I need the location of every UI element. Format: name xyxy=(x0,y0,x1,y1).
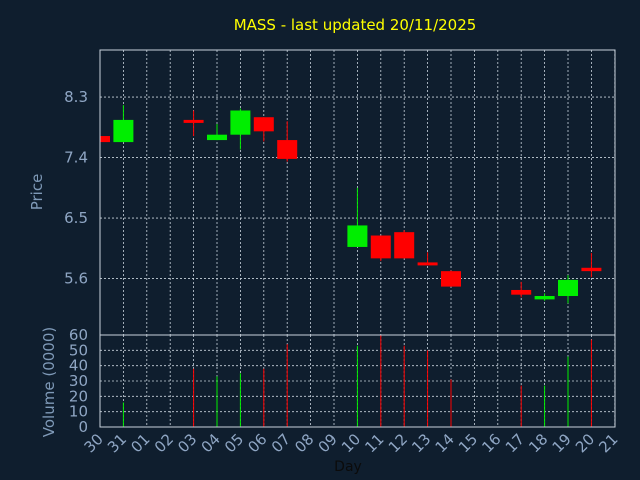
candles-layer xyxy=(99,105,602,304)
candle-body xyxy=(230,110,251,135)
day-tick-label: 18 xyxy=(525,430,551,456)
candle xyxy=(534,293,555,301)
volume-panel-frame xyxy=(99,334,616,428)
day-tick-label: 11 xyxy=(361,430,387,456)
candle-body xyxy=(207,134,227,141)
candle-body xyxy=(558,279,578,297)
day-tick-label: 15 xyxy=(455,430,481,456)
volume-tick-label: 60 xyxy=(69,326,88,344)
candle-body xyxy=(581,267,602,272)
day-tick-label: 01 xyxy=(127,430,153,456)
price-tick-labels: 8.3 7.4 6.5 5.6 xyxy=(64,88,88,287)
candle-body xyxy=(417,262,438,266)
price-grid xyxy=(100,50,616,335)
candle xyxy=(511,281,532,298)
candle-body xyxy=(511,289,532,295)
day-tick-label: 10 xyxy=(338,430,364,456)
price-tick-label: 8.3 xyxy=(64,88,88,106)
volume-tick-label: 40 xyxy=(69,357,88,375)
x-axis-label: Day xyxy=(334,459,362,475)
candle xyxy=(230,108,251,150)
day-tick-label: 21 xyxy=(595,430,621,456)
candle xyxy=(113,105,134,143)
volume-tick-label: 10 xyxy=(69,403,88,421)
day-tick-label: 19 xyxy=(549,430,575,456)
volume-tick-label: 50 xyxy=(69,341,88,359)
candle-body xyxy=(100,136,110,143)
chart-title: MASS - last updated 20/11/2025 xyxy=(234,16,477,34)
day-tick-label: 06 xyxy=(244,430,270,456)
candle xyxy=(394,230,415,259)
candle xyxy=(417,252,438,266)
day-tick-label: 12 xyxy=(385,430,411,456)
candle-body xyxy=(441,271,461,287)
volume-axis-label: Volume (0000) xyxy=(40,327,58,437)
day-tick-label: 20 xyxy=(572,430,598,456)
candle xyxy=(581,252,602,278)
candle xyxy=(99,136,110,143)
day-tick-label: 14 xyxy=(432,430,458,456)
candle-body xyxy=(277,140,298,159)
candle xyxy=(347,187,368,247)
candle xyxy=(207,123,227,141)
day-tick-label: 31 xyxy=(104,430,130,456)
volume-tick-label: 20 xyxy=(69,387,88,405)
price-tick-label: 7.4 xyxy=(64,149,88,167)
candle-body xyxy=(534,296,555,300)
day-tick-label: 13 xyxy=(408,430,434,456)
volume-bars-layer xyxy=(122,335,592,427)
candle-body xyxy=(370,235,391,259)
day-tick-label: 09 xyxy=(315,430,341,456)
price-tick-label: 6.5 xyxy=(64,209,88,227)
candle-body xyxy=(183,119,204,123)
day-tick-label: 03 xyxy=(174,430,200,456)
day-tick-label: 08 xyxy=(291,430,317,456)
candle-body xyxy=(253,117,274,132)
candle-body xyxy=(394,232,415,259)
candle xyxy=(441,270,461,287)
day-tick-label: 17 xyxy=(502,430,528,456)
day-tick-label: 02 xyxy=(151,430,177,456)
day-tick-labels: 3031010203040506070809101112131415161718… xyxy=(81,430,622,456)
candle-body xyxy=(113,119,134,143)
day-tick-label: 07 xyxy=(268,430,294,456)
volume-tick-label: 30 xyxy=(69,372,88,390)
day-tick-label: 04 xyxy=(198,430,224,456)
volume-tick-label: 0 xyxy=(78,418,88,436)
candle-body xyxy=(347,225,368,247)
day-tick-label: 05 xyxy=(221,430,247,456)
candle xyxy=(277,121,298,162)
price-tick-label: 5.6 xyxy=(64,270,88,288)
candle xyxy=(253,117,274,142)
candle xyxy=(370,235,391,262)
candle xyxy=(183,110,204,137)
day-tick-label: 16 xyxy=(478,430,504,456)
price-axis-label: Price xyxy=(28,174,46,211)
candle xyxy=(558,275,578,304)
